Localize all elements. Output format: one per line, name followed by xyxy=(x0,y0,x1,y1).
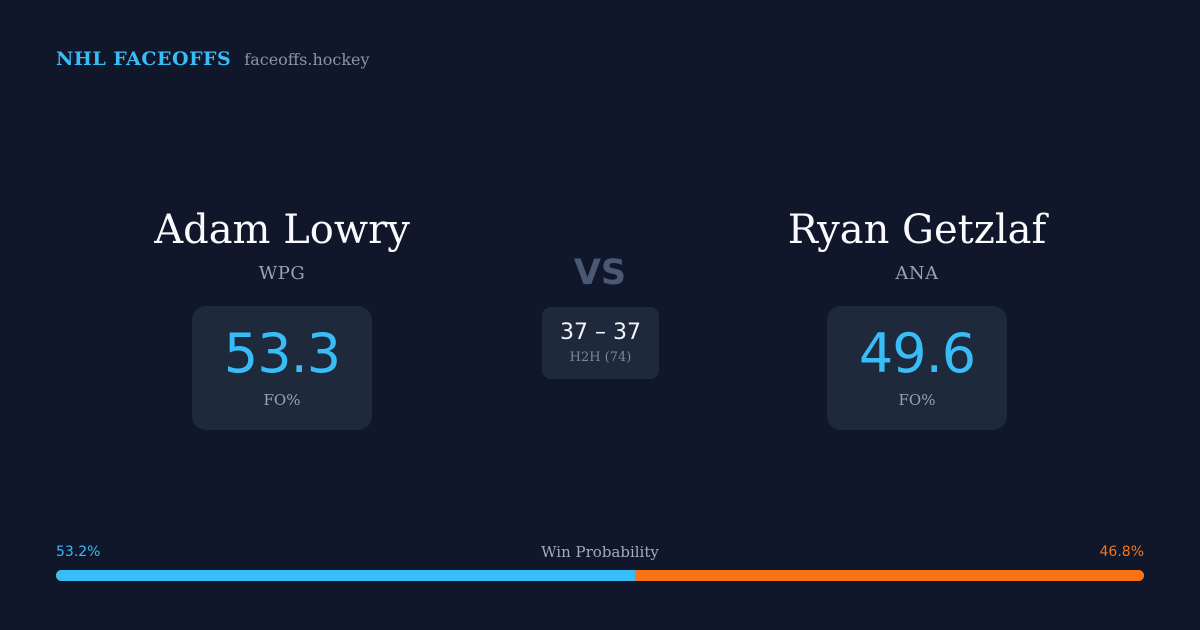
win-probability-header: 53.2% Win Probability 46.8% xyxy=(56,542,1144,564)
head-to-head-card: 37 – 37 H2H (74) xyxy=(542,307,659,379)
win-probability-title: Win Probability xyxy=(541,543,659,561)
player-right: Ryan Getzlaf ANA 49.6 FO% xyxy=(707,202,1127,430)
player-left-fo-value: 53.3 xyxy=(223,322,341,385)
brand-header: NHL FACEOFFS faceoffs.hockey xyxy=(56,48,370,70)
player-right-team: ANA xyxy=(895,263,939,284)
player-right-fo-label: FO% xyxy=(898,391,936,409)
player-left: Adam Lowry WPG 53.3 FO% xyxy=(72,202,492,430)
win-probability-left-label: 53.2% xyxy=(56,544,101,560)
head-to-head-score: 37 – 37 xyxy=(560,320,641,345)
brand-name: NHL FACEOFFS xyxy=(56,48,232,70)
player-left-team: WPG xyxy=(258,263,306,284)
brand-domain: faceoffs.hockey xyxy=(244,50,370,69)
player-right-name: Ryan Getzlaf xyxy=(787,207,1047,253)
win-probability-right-label: 46.8% xyxy=(1099,544,1144,560)
win-probability-bar xyxy=(56,570,1144,581)
head-to-head-label: H2H (74) xyxy=(569,350,632,365)
win-probability-left-fill xyxy=(56,570,635,581)
vs-label: VS xyxy=(573,253,627,293)
player-left-name: Adam Lowry xyxy=(154,207,410,253)
player-right-stat-card: 49.6 FO% xyxy=(826,306,1008,430)
player-left-stat-card: 53.3 FO% xyxy=(191,306,373,430)
player-right-fo-value: 49.6 xyxy=(858,322,976,385)
win-probability-right-fill xyxy=(634,570,1144,581)
player-left-fo-label: FO% xyxy=(263,391,301,409)
